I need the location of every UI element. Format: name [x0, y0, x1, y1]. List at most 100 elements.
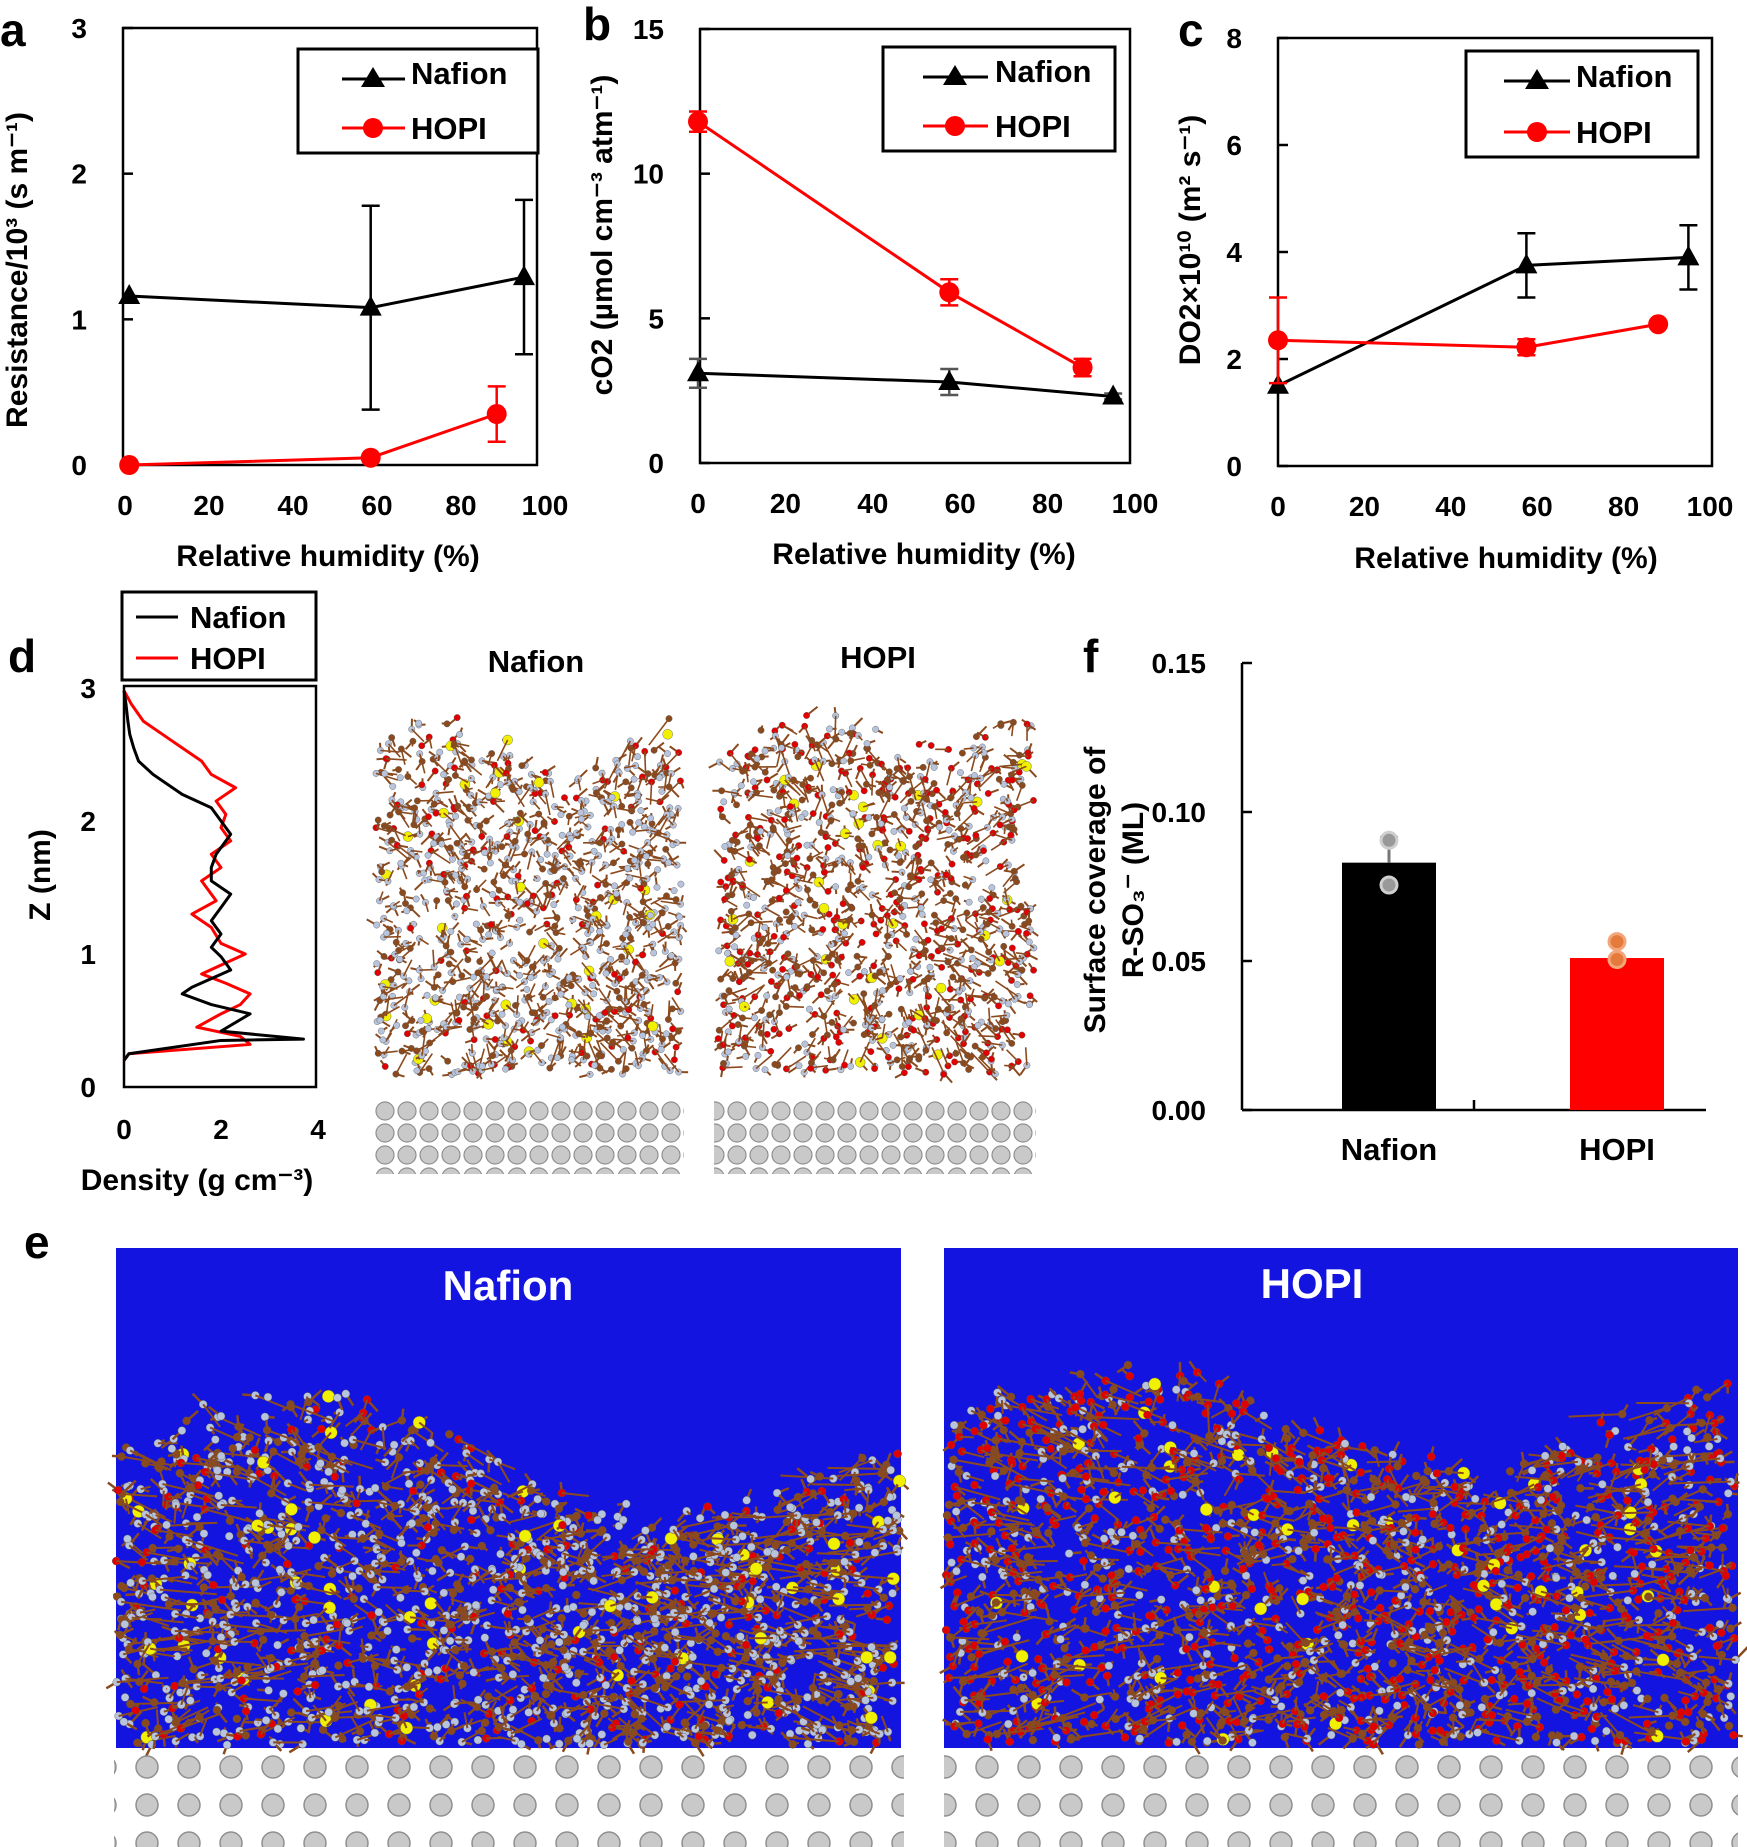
atom — [389, 783, 397, 790]
atom — [518, 762, 526, 770]
atom — [905, 827, 913, 835]
x-tick-label: 40 — [857, 488, 888, 519]
pt-slab-hopi — [714, 1100, 1036, 1174]
atom — [763, 1030, 771, 1038]
plot-frame — [698, 27, 1132, 465]
atom — [982, 857, 990, 865]
atom — [757, 726, 765, 734]
atom — [944, 1062, 952, 1070]
bond — [479, 801, 488, 804]
atom — [972, 832, 980, 839]
x-tick-label: 60 — [361, 490, 392, 521]
atom — [1014, 928, 1022, 935]
bond — [601, 1055, 604, 1058]
atom — [731, 943, 738, 951]
replicate-point — [1379, 875, 1399, 895]
atom — [662, 729, 673, 740]
bond — [634, 829, 650, 833]
y-tick-label: 1 — [71, 304, 87, 335]
y-tick-label: 0 — [80, 1072, 96, 1103]
atom — [554, 1054, 561, 1062]
atom — [565, 1001, 573, 1009]
y-tick-label: 0.10 — [1152, 797, 1207, 828]
legend-b-hopi: HOPI — [995, 109, 1071, 144]
atom — [957, 825, 965, 832]
legend-c-nafion: Nafion — [1576, 59, 1672, 94]
atom — [766, 1011, 774, 1019]
atom — [795, 1044, 802, 1052]
bond — [496, 988, 507, 991]
bond — [943, 943, 958, 946]
atom — [1000, 780, 1008, 788]
atom — [383, 929, 391, 937]
y-tick-label: 2 — [1226, 344, 1242, 375]
atom — [498, 843, 506, 851]
bond — [731, 971, 734, 979]
atom — [1004, 1000, 1012, 1008]
atom — [986, 895, 994, 902]
atom — [541, 769, 549, 776]
atom — [872, 930, 880, 938]
atom — [463, 935, 471, 943]
x-tick-label: 40 — [277, 490, 308, 521]
atom — [917, 904, 925, 912]
atom — [388, 734, 396, 742]
atom — [832, 1033, 840, 1041]
atom — [829, 786, 837, 794]
atom — [601, 1009, 609, 1016]
atom — [798, 796, 806, 804]
atom — [445, 960, 453, 968]
atom — [1009, 758, 1017, 766]
series-line-nafion — [697, 371, 1114, 398]
atom — [481, 849, 489, 856]
atom — [781, 816, 789, 823]
atom — [905, 883, 913, 891]
bond — [615, 947, 629, 951]
atom — [516, 916, 524, 924]
atom — [478, 1062, 486, 1070]
atom — [808, 926, 816, 934]
atom — [786, 803, 794, 810]
y-tick-label: 6 — [1226, 130, 1242, 161]
atom — [396, 955, 404, 963]
legend-a: Nafion HOPI — [296, 47, 540, 155]
atom — [761, 923, 769, 931]
bond — [488, 839, 491, 852]
atom — [638, 951, 646, 959]
atom — [919, 763, 927, 771]
bond — [784, 911, 787, 914]
atom — [741, 1040, 749, 1048]
atom — [602, 969, 610, 977]
atom — [801, 1040, 809, 1048]
atom — [425, 859, 433, 867]
atom — [431, 767, 439, 775]
atom — [826, 725, 833, 733]
y-tick-label: 4 — [1226, 237, 1242, 268]
bond — [623, 986, 627, 1002]
ylabel-f-line2: R-SO₃⁻ (ML) — [1117, 802, 1150, 978]
bond — [968, 777, 981, 780]
atom — [613, 987, 621, 995]
atom — [1018, 1031, 1026, 1039]
atom — [413, 1067, 421, 1075]
atom — [761, 768, 769, 776]
atom — [1013, 981, 1021, 988]
atom — [449, 855, 456, 863]
atom — [560, 978, 568, 986]
data-point-hopi — [1072, 357, 1093, 378]
atom — [418, 742, 426, 750]
atom — [948, 860, 956, 868]
bond — [507, 924, 518, 929]
atom — [870, 962, 878, 970]
atom — [478, 832, 486, 840]
bond — [588, 1072, 591, 1075]
atom — [828, 801, 836, 809]
atom — [719, 813, 726, 821]
legend-c-hopi: HOPI — [1576, 115, 1652, 150]
atom — [717, 805, 725, 813]
atom — [865, 814, 873, 822]
snapshot-nafion — [366, 714, 689, 1174]
atom — [415, 719, 423, 727]
atom — [734, 1021, 742, 1028]
